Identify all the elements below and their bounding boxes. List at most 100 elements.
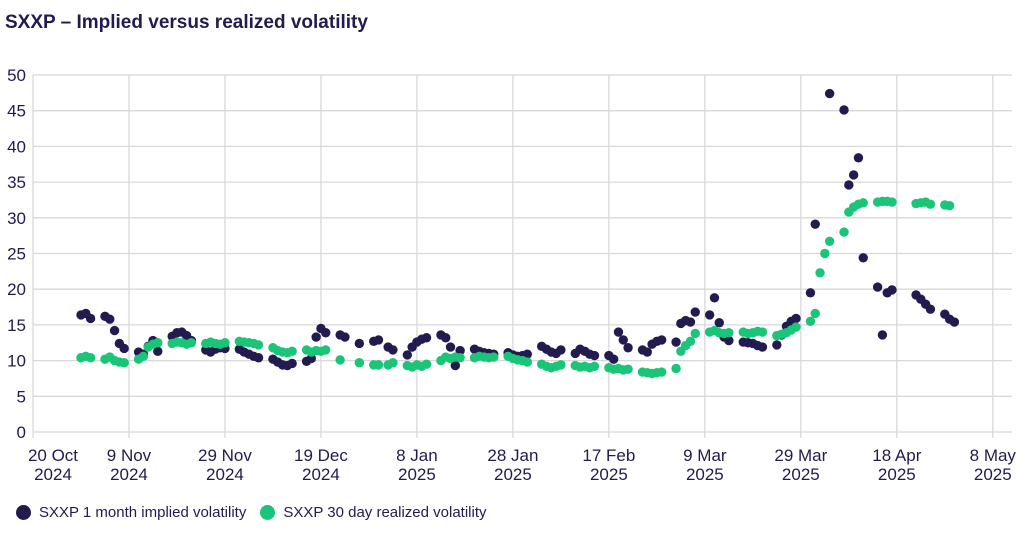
data-point-implied — [824, 88, 835, 99]
data-point-implied — [253, 353, 264, 363]
gridlines-vertical — [32, 75, 994, 432]
legend-label-implied: SXXP 1 month implied volatility — [39, 504, 247, 521]
data-point-implied — [877, 330, 888, 340]
data-point-implied — [772, 340, 782, 350]
data-point-realized — [455, 353, 465, 363]
y-tick-label: 5 — [17, 387, 26, 406]
data-point-realized — [85, 353, 96, 363]
data-point-implied — [608, 354, 619, 364]
chart-title: SXXP – Implied versus realized volatilit… — [5, 12, 368, 33]
x-tick-label: 20 Oct 2024 — [28, 446, 78, 484]
data-point-realized — [839, 227, 849, 237]
data-point-realized — [253, 340, 264, 350]
data-point-realized — [690, 328, 700, 339]
y-tick-label: 25 — [7, 245, 26, 264]
data-point-implied — [757, 342, 768, 352]
x-tick-label: 28 Jan 2025 — [487, 446, 538, 484]
y-axis-labels: 0 5 10 15 20 25 30 35 40 45 50 — [7, 66, 26, 442]
data-point-realized — [724, 328, 734, 338]
data-point-realized — [287, 346, 297, 357]
data-point-realized — [388, 358, 398, 368]
data-point-implied — [421, 333, 432, 343]
data-point-realized — [354, 358, 365, 368]
data-point-implied — [709, 293, 720, 303]
data-point-implied — [589, 350, 600, 361]
data-point-realized — [820, 248, 830, 259]
series-implied — [76, 88, 960, 371]
x-tick-label: 29 Mar 2025 — [774, 446, 827, 484]
data-point-implied — [887, 285, 897, 295]
data-point-implied — [119, 343, 129, 354]
data-point-realized — [925, 199, 936, 209]
data-point-implied — [455, 345, 465, 356]
x-tick-label: 8 Jan 2025 — [396, 446, 438, 484]
data-point-implied — [844, 180, 854, 190]
data-point-implied — [613, 327, 624, 337]
data-point-realized — [824, 236, 835, 247]
x-tick-label: 8 May 2025 — [970, 446, 1017, 484]
data-point-realized — [887, 197, 897, 207]
data-point-realized — [119, 358, 129, 368]
data-point-realized — [757, 327, 768, 337]
data-point-implied — [791, 313, 801, 324]
data-point-implied — [949, 317, 960, 327]
data-point-realized — [815, 268, 825, 278]
data-point-implied — [402, 350, 413, 360]
data-point-realized — [810, 308, 820, 319]
x-axis-tickmarks — [32, 432, 994, 438]
data-point-realized — [489, 352, 499, 362]
data-point-realized — [373, 360, 384, 370]
data-point-realized — [589, 361, 600, 372]
x-tick-label: 18 Apr 2025 — [872, 446, 921, 484]
data-point-implied — [642, 347, 652, 357]
data-point-realized — [685, 336, 696, 347]
data-point-implied — [690, 307, 700, 317]
y-tick-label: 20 — [7, 280, 26, 299]
legend-dot-realized — [260, 505, 276, 520]
data-point-implied — [858, 253, 868, 263]
data-point-implied — [805, 288, 816, 298]
data-point-realized — [153, 338, 163, 348]
x-tick-label: 9 Nov 2024 — [107, 446, 152, 484]
data-point-implied — [671, 337, 681, 347]
data-point-realized — [623, 364, 633, 374]
data-point-realized — [321, 345, 331, 355]
data-point-realized — [858, 198, 868, 208]
data-point-implied — [311, 332, 321, 342]
data-point-implied — [441, 333, 451, 343]
data-point-realized — [138, 351, 149, 362]
y-tick-label: 50 — [7, 66, 26, 85]
data-point-implied — [445, 342, 456, 352]
y-tick-label: 0 — [17, 423, 26, 442]
data-point-realized — [421, 359, 432, 369]
data-point-implied — [105, 314, 115, 324]
data-point-implied — [656, 335, 667, 345]
data-point-implied — [153, 346, 163, 357]
data-point-realized — [656, 367, 667, 377]
data-point-implied — [925, 304, 936, 314]
data-point-implied — [556, 345, 566, 355]
data-point-implied — [354, 338, 365, 349]
legend-item-implied: SXXP 1 month implied volatility — [16, 504, 246, 521]
x-tick-label: 29 Nov 2024 — [198, 446, 252, 484]
data-point-implied — [848, 170, 859, 180]
y-tick-label: 45 — [7, 102, 26, 121]
data-point-realized — [556, 360, 566, 370]
y-tick-label: 10 — [7, 352, 26, 371]
legend-dot-implied — [16, 505, 31, 520]
legend-item-realized: SXXP 30 day realized volatility — [260, 504, 487, 521]
data-point-implied — [685, 317, 696, 327]
data-point-implied — [306, 353, 317, 364]
y-tick-label: 30 — [7, 209, 26, 228]
y-tick-label: 35 — [7, 173, 26, 192]
data-point-implied — [839, 105, 849, 115]
data-point-realized — [944, 200, 955, 211]
x-axis-labels: 20 Oct 2024 9 Nov 2024 29 Nov 2024 19 Dec 2024 8… — [28, 446, 1016, 484]
data-point-implied — [388, 345, 398, 355]
x-tick-label: 9 Mar 2025 — [683, 446, 727, 484]
data-point-implied — [704, 310, 715, 320]
data-point-implied — [714, 318, 724, 328]
data-point-realized — [186, 338, 197, 348]
data-point-implied — [450, 360, 461, 371]
